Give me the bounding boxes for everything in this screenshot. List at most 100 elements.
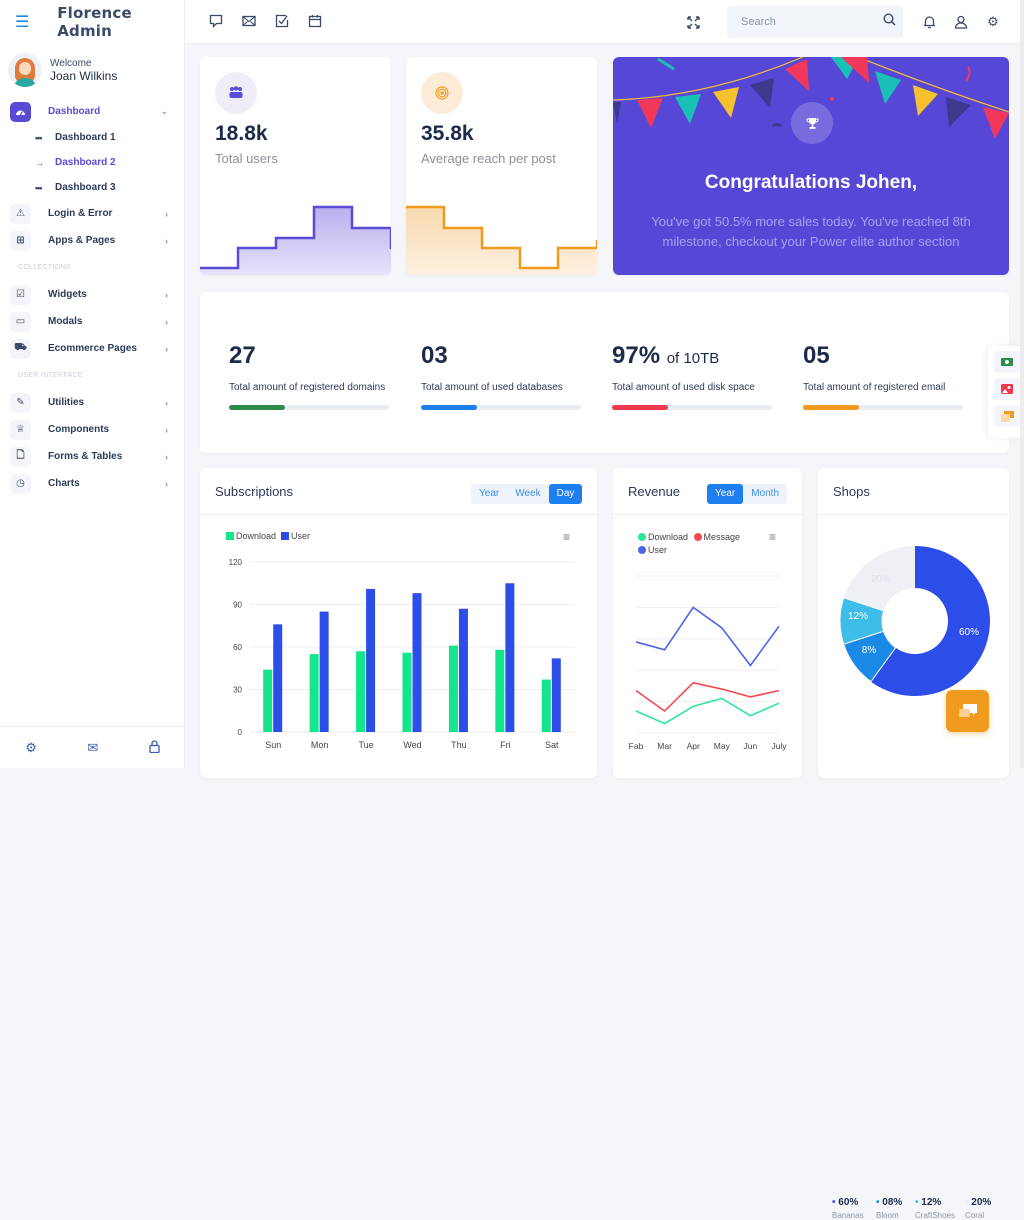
sidebar-item-label: Dashboard — [48, 106, 101, 117]
revenue-period-tabs: Year Month — [707, 484, 788, 504]
chevron-right-icon: › — [165, 424, 168, 435]
tab-day[interactable]: Day — [548, 484, 583, 504]
sidebar-item-login-error[interactable]: ⚠ Login & Error › — [0, 200, 184, 227]
money-icon[interactable] — [994, 351, 1020, 373]
subscriptions-legend: Download User — [226, 531, 310, 541]
users-group-icon — [215, 72, 257, 114]
sidebar-item-charts[interactable]: ◷ Charts › — [0, 470, 184, 497]
average-reach-card: 35.8k Average reach per post — [406, 57, 597, 275]
sidebar-item-widgets[interactable]: ☑ Widgets › — [0, 281, 184, 308]
svg-text:July: July — [771, 741, 787, 751]
dashboard-gauge-icon — [10, 101, 31, 122]
tab-week[interactable]: Week — [515, 488, 541, 499]
sidebar-item-forms-tables[interactable]: 🗋 Forms & Tables › — [0, 443, 184, 470]
chevron-down-icon: ⌄ — [160, 106, 168, 116]
revenue-card: Revenue Year Month Download Message User… — [613, 468, 802, 778]
svg-text:20%: 20% — [871, 574, 891, 585]
chevron-right-icon: › — [165, 397, 168, 408]
svg-text:0: 0 — [238, 728, 243, 737]
chart-menu-icon[interactable]: ≡ — [563, 530, 571, 544]
svg-text:60%: 60% — [959, 627, 979, 638]
tab-year[interactable]: Year — [707, 484, 744, 504]
chat-bubble-icon[interactable] — [994, 405, 1020, 427]
sidebar-item-dashboard[interactable]: Dashboard ⌄ — [0, 98, 184, 125]
congrats-text: You've got 50.5% more sales today. You'v… — [651, 214, 971, 249]
mail-icon[interactable] — [241, 13, 257, 29]
sidebar-subitem-dashboard-3[interactable]: ••• Dashboard 3 — [35, 182, 116, 193]
sidebar-subitem-dashboard-2[interactable]: → Dashboard 2 — [35, 157, 116, 168]
stat-value: 03 — [421, 342, 448, 369]
trophy-icon — [791, 102, 833, 144]
user-profile[interactable]: Welcome Joan Wilkins — [0, 44, 184, 96]
users-step-chart — [200, 205, 391, 275]
average-reach-value: 35.8k — [421, 122, 474, 145]
sidebar-nav: Dashboard ⌄ ••• Dashboard 1 → Dashboard … — [0, 98, 184, 497]
bell-icon[interactable] — [921, 14, 937, 30]
hamburger-menu-icon[interactable]: ☰ — [15, 14, 30, 31]
welcome-label: Welcome — [50, 57, 92, 69]
tab-month[interactable]: Month — [751, 488, 780, 499]
chat-fab-button[interactable] — [946, 690, 989, 732]
shop-legend-coral: • 20% Coral — [965, 1197, 992, 1220]
svg-text:30: 30 — [233, 686, 242, 695]
stats-card: 27 Total amount of registered domains 03… — [200, 292, 1009, 453]
image-icon[interactable] — [994, 378, 1020, 400]
tab-year[interactable]: Year — [479, 488, 500, 499]
mail-icon[interactable]: ✉ — [87, 739, 99, 755]
chat-icon[interactable] — [208, 13, 224, 29]
svg-text:Mar: Mar — [657, 741, 672, 751]
congrats-title: Congratulations Johen, — [704, 172, 918, 193]
svg-text:Thu: Thu — [451, 740, 467, 750]
chevron-right-icon: › — [165, 289, 168, 300]
sidebar-item-ecommerce[interactable]: ⛟ Ecommerce Pages › — [0, 335, 184, 362]
progress-bar — [421, 405, 581, 410]
shop-legend-bloom: • 08% Bloom — [876, 1197, 903, 1220]
stat-label: Total amount of used disk space — [612, 382, 755, 393]
chevron-right-icon: › — [165, 343, 168, 354]
avatar — [8, 53, 42, 87]
topbar: ⚙ — [185, 0, 1024, 44]
total-users-value: 18.8k — [215, 122, 268, 145]
fullscreen-icon[interactable] — [685, 14, 701, 30]
floating-quick-links — [988, 346, 1024, 438]
subscriptions-period-tabs: Year Week Day — [471, 484, 583, 504]
section-label-user-interface: USER INTERFACE — [18, 372, 83, 379]
stat-label: Total amount of registered domains — [229, 382, 386, 393]
svg-text:Sun: Sun — [265, 740, 281, 750]
modal-icon: ▭ — [10, 311, 31, 332]
search-icon[interactable] — [883, 13, 896, 31]
page-scrollbar[interactable] — [1020, 0, 1024, 768]
svg-text:60: 60 — [233, 643, 242, 652]
sidebar-item-modals[interactable]: ▭ Modals › — [0, 308, 184, 335]
stat-label: Total amount of used databases — [421, 382, 563, 393]
widget-icon: ☑ — [10, 284, 31, 305]
search-input[interactable] — [741, 16, 883, 28]
cart-icon: ⛟ — [10, 338, 31, 359]
stat-label: Total amount of registered email — [803, 382, 946, 393]
shop-legend-bananas: • 60% Bananas — [832, 1197, 864, 1220]
revenue-legend: Download Message User — [638, 531, 778, 557]
task-check-icon[interactable] — [274, 13, 290, 29]
stat-value: 97% of 10TB — [612, 342, 720, 369]
chart-menu-icon[interactable]: ≡ — [769, 530, 777, 544]
stat-value: 27 — [229, 342, 256, 369]
user-icon[interactable] — [953, 14, 969, 30]
warning-icon: ⚠ — [10, 203, 31, 224]
bunting-decoration: ★ — [613, 57, 1009, 139]
brand: ☰ Florence Admin — [0, 0, 184, 44]
dots-icon: ••• — [35, 182, 42, 193]
gear-icon[interactable]: ⚙ — [25, 739, 37, 755]
gear-icon[interactable]: ⚙ — [987, 14, 999, 29]
sidebar-item-utilities[interactable]: ✎ Utilities › — [0, 389, 184, 416]
svg-text:Jun: Jun — [744, 741, 758, 751]
chevron-right-icon: › — [165, 478, 168, 489]
lock-icon[interactable] — [149, 739, 160, 756]
sidebar: ☰ Florence Admin Welcome Joan Wilkins Da… — [0, 0, 185, 768]
calendar-icon[interactable] — [307, 13, 323, 29]
reach-step-chart — [406, 205, 597, 275]
subscriptions-card: Subscriptions Year Week Day Download Use… — [200, 468, 597, 778]
stat-used-databases: 03 Total amount of used databases — [421, 342, 581, 410]
sidebar-subitem-dashboard-1[interactable]: ••• Dashboard 1 — [35, 132, 116, 143]
sidebar-item-apps-pages[interactable]: ⊞ Apps & Pages › — [0, 227, 184, 254]
sidebar-item-components[interactable]: ♕ Components › — [0, 416, 184, 443]
